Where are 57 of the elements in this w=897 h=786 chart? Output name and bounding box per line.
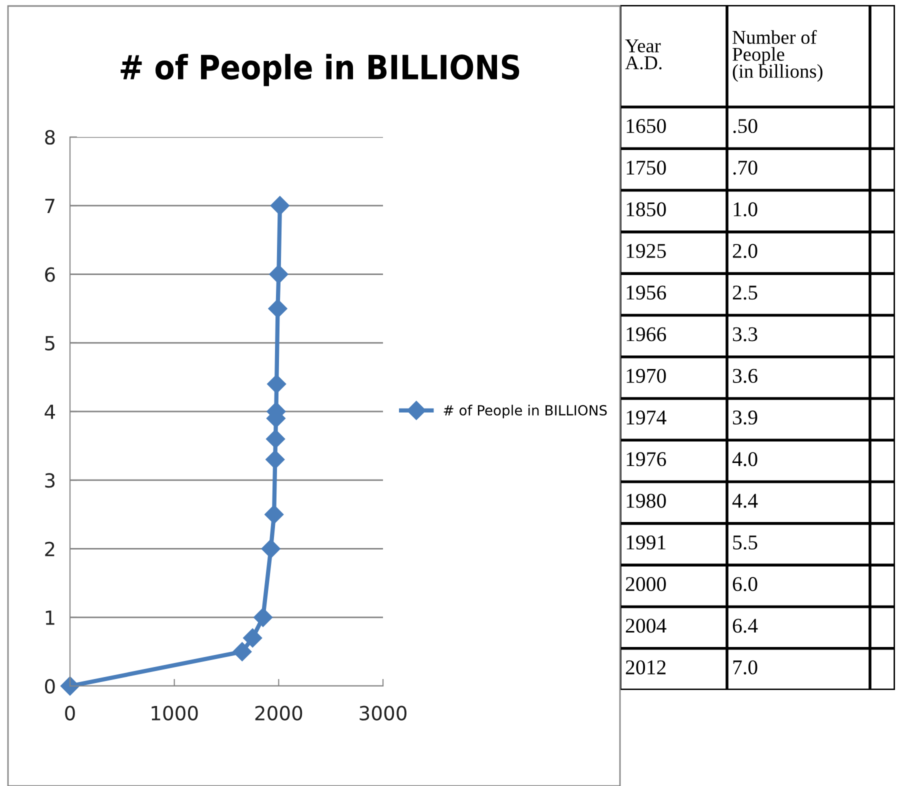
text: 5.5 <box>733 536 758 550</box>
text: 6.4 <box>732 618 758 633</box>
legend-label: # of People in BILLIONS <box>444 404 607 418</box>
y-tick-label: 0 <box>45 678 55 694</box>
point <box>232 642 252 662</box>
text: 2.5 <box>732 286 758 300</box>
text: 3.9 <box>732 410 758 425</box>
text: 2012 <box>626 660 666 674</box>
y-tick-label: 3 <box>45 473 55 488</box>
text: 3.6 <box>732 368 758 383</box>
point <box>267 374 286 394</box>
text: 3.3 <box>732 327 758 342</box>
text: 1966 <box>626 327 666 342</box>
text: 1956 <box>626 286 666 300</box>
text: 4.0 <box>732 452 758 466</box>
text: 1976 <box>626 452 666 466</box>
text: 2.0 <box>732 244 758 258</box>
point <box>243 628 262 648</box>
y-tick-label: 7 <box>45 198 54 214</box>
x-tick-label: 2000 <box>255 706 302 720</box>
text: 1980 <box>626 494 666 508</box>
text: .50 <box>733 118 758 134</box>
text: 1.0 <box>734 202 758 216</box>
point <box>266 429 286 448</box>
point <box>266 450 285 470</box>
y-tick-label: 2 <box>45 542 54 556</box>
text: 1925 <box>626 244 666 258</box>
point <box>268 299 288 318</box>
y-tick-label: 8 <box>45 130 55 145</box>
text: 7.0 <box>733 660 758 674</box>
x-tick-label: 1000 <box>152 706 198 720</box>
x-tick-label: 0 <box>65 706 75 720</box>
text: .70 <box>733 160 758 175</box>
point <box>261 539 280 558</box>
text: 1750 <box>626 160 666 175</box>
point <box>264 504 284 524</box>
text: 2004 <box>626 618 666 633</box>
y-tick-label: 6 <box>45 267 55 282</box>
text: Year A.D. <box>625 39 662 70</box>
text: 1974 <box>626 410 666 425</box>
text: 2000 <box>626 577 666 592</box>
y-tick-label: 5 <box>45 336 54 351</box>
text: 1650 <box>626 118 666 134</box>
point <box>60 676 80 696</box>
x-tick-label: 3000 <box>360 706 406 720</box>
text: 1991 <box>626 535 666 550</box>
text: 1850 <box>626 202 666 216</box>
y-tick-label: 1 <box>46 610 54 625</box>
text: Number of People (in billions) <box>732 30 822 82</box>
text: 4.4 <box>732 494 758 508</box>
chart-title: # of People in BILLIONS <box>120 54 520 86</box>
text: 6.0 <box>732 577 758 592</box>
y-tick-label: 4 <box>44 404 56 419</box>
point <box>270 196 290 216</box>
point <box>269 264 288 284</box>
point <box>253 608 273 627</box>
text: 1970 <box>626 368 666 383</box>
